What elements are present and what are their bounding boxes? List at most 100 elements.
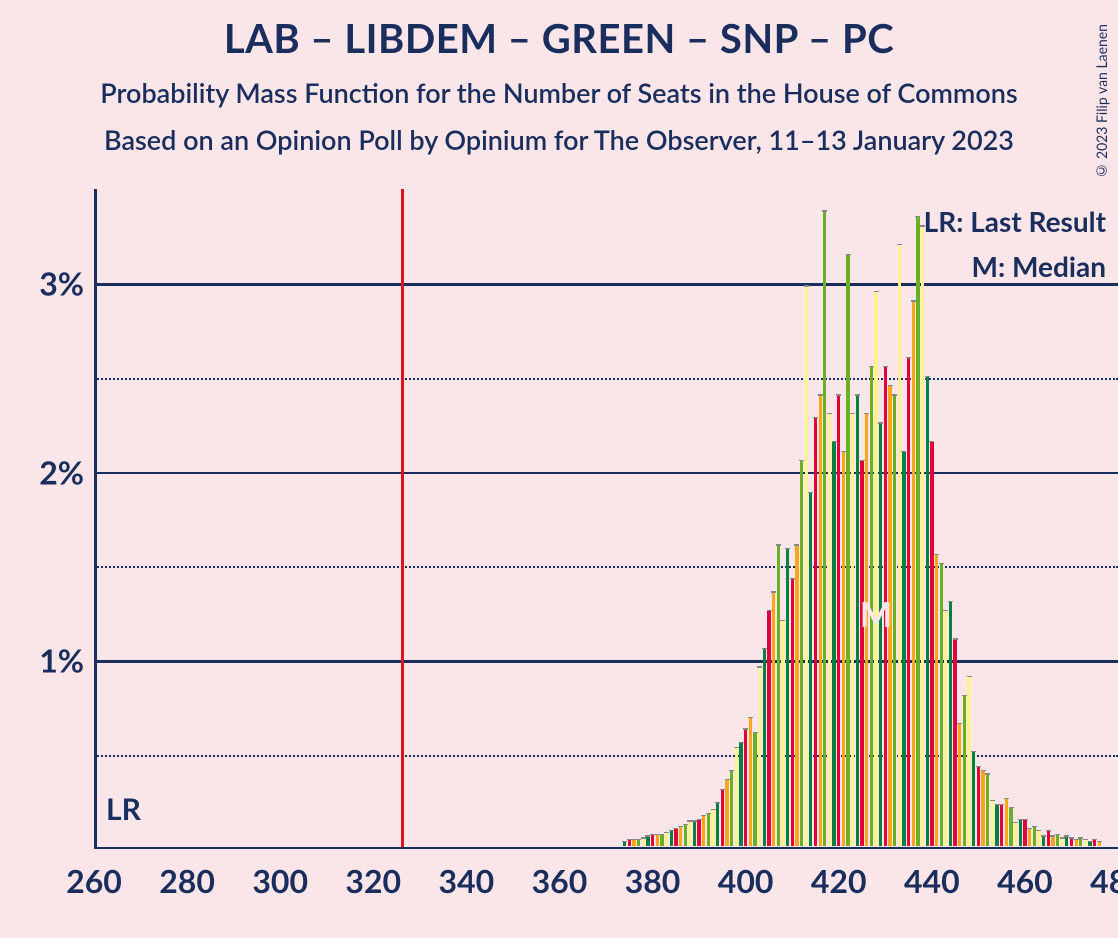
pmf-bar-cap xyxy=(767,610,772,611)
pmf-bar-cap xyxy=(645,835,650,836)
pmf-bar-cap xyxy=(1036,830,1041,831)
pmf-bar xyxy=(735,748,738,846)
pmf-bar-cap xyxy=(981,770,986,771)
pmf-bar-cap xyxy=(757,666,762,667)
pmf-bar xyxy=(1047,831,1050,846)
pmf-bar-cap xyxy=(771,591,776,592)
pmf-bar xyxy=(930,442,933,846)
pmf-bar-cap xyxy=(929,441,934,442)
pmf-bar xyxy=(786,549,789,846)
pmf-bar xyxy=(1028,829,1031,846)
pmf-bar-cap xyxy=(808,492,813,493)
pmf-bar-cap xyxy=(976,766,981,767)
pmf-bar-cap xyxy=(1055,834,1060,835)
pmf-bar-cap xyxy=(948,601,953,602)
pmf-bar-cap xyxy=(1041,835,1046,836)
pmf-bar-cap xyxy=(715,802,720,803)
pmf-bar xyxy=(1051,837,1054,846)
pmf-bar-cap xyxy=(901,451,906,452)
x-tick-label: 340 xyxy=(439,861,495,900)
x-tick-label: 360 xyxy=(532,861,588,900)
pmf-bar-cap xyxy=(692,820,697,821)
x-tick-label: 480 xyxy=(1090,861,1118,900)
chart-plot-area: LR: Last Result M: Median 1%2%3%26028030… xyxy=(94,189,1118,849)
pmf-bar xyxy=(800,461,803,846)
pmf-bar xyxy=(791,579,794,846)
pmf-bar xyxy=(856,396,859,847)
pmf-bar-cap xyxy=(1060,837,1065,838)
pmf-bar xyxy=(753,733,756,846)
chart-title: LAB – LIBDEM – GREEN – SNP – PC xyxy=(0,14,1118,62)
pmf-bar xyxy=(944,611,947,846)
pmf-bar-cap xyxy=(673,828,678,829)
pmf-bar-cap xyxy=(753,732,758,733)
pmf-bar-cap xyxy=(818,394,823,395)
pmf-bar xyxy=(716,803,719,846)
pmf-bar-cap xyxy=(869,366,874,367)
pmf-bar-cap xyxy=(850,413,855,414)
pmf-bar xyxy=(697,820,700,846)
pmf-bar-cap xyxy=(864,413,869,414)
pmf-bar-cap xyxy=(762,648,767,649)
pmf-bar-cap xyxy=(1088,841,1093,842)
pmf-bar xyxy=(963,696,966,846)
pmf-bar-cap xyxy=(906,357,911,358)
pmf-bar xyxy=(1000,805,1003,846)
pmf-bar xyxy=(688,822,691,846)
pmf-bar xyxy=(739,743,742,846)
pmf-bar xyxy=(795,546,798,846)
pmf-bar-cap xyxy=(943,610,948,611)
y-tick-label: 1% xyxy=(39,641,84,680)
pmf-bar xyxy=(958,724,961,846)
pmf-bar xyxy=(972,752,975,846)
grid-major xyxy=(94,660,1118,663)
pmf-bar xyxy=(823,212,826,846)
pmf-bar-cap xyxy=(967,676,972,677)
pmf-bar-cap xyxy=(804,285,809,286)
pmf-bar-cap xyxy=(985,773,990,774)
pmf-bar xyxy=(702,816,705,846)
pmf-bar-cap xyxy=(1027,828,1032,829)
pmf-bar-cap xyxy=(659,834,664,835)
legend-lr: LR: Last Result xyxy=(924,199,1106,244)
pmf-bar xyxy=(767,611,770,846)
pmf-bar xyxy=(707,814,710,846)
pmf-bar xyxy=(693,822,696,846)
median-label: M xyxy=(860,594,892,635)
pmf-bar-cap xyxy=(888,385,893,386)
pmf-bar xyxy=(1005,799,1008,846)
x-tick-label: 380 xyxy=(625,861,681,900)
pmf-bar-cap xyxy=(836,394,841,395)
pmf-bar xyxy=(628,840,631,846)
pmf-bar xyxy=(1098,842,1101,846)
pmf-bar-cap xyxy=(669,830,674,831)
pmf-bar-cap xyxy=(832,441,837,442)
pmf-bar xyxy=(949,602,952,846)
pmf-bar xyxy=(679,827,682,846)
pmf-bar xyxy=(986,775,989,846)
pmf-bar xyxy=(1093,840,1096,846)
pmf-bar xyxy=(846,255,849,846)
x-tick-label: 400 xyxy=(718,861,774,900)
pmf-bar-cap xyxy=(846,254,851,255)
pmf-bar-cap xyxy=(725,779,730,780)
pmf-bar xyxy=(665,833,668,846)
pmf-bar xyxy=(623,842,626,846)
pmf-bar-cap xyxy=(780,620,785,621)
pmf-bar-cap xyxy=(920,225,925,226)
pmf-bar xyxy=(670,831,673,846)
pmf-bar xyxy=(781,621,784,846)
pmf-bar xyxy=(684,825,687,846)
pmf-bar xyxy=(1023,820,1026,846)
legend-m: M: Median xyxy=(924,244,1106,289)
pmf-bar xyxy=(758,668,761,846)
pmf-bar xyxy=(1009,808,1012,846)
pmf-bar xyxy=(1070,839,1073,847)
pmf-bar xyxy=(1084,840,1087,846)
pmf-bar-cap xyxy=(683,824,688,825)
pmf-bar xyxy=(921,227,924,846)
pmf-bar-cap xyxy=(711,809,716,810)
x-tick-label: 260 xyxy=(66,861,122,900)
x-axis xyxy=(94,847,1118,850)
pmf-bar-cap xyxy=(701,815,706,816)
